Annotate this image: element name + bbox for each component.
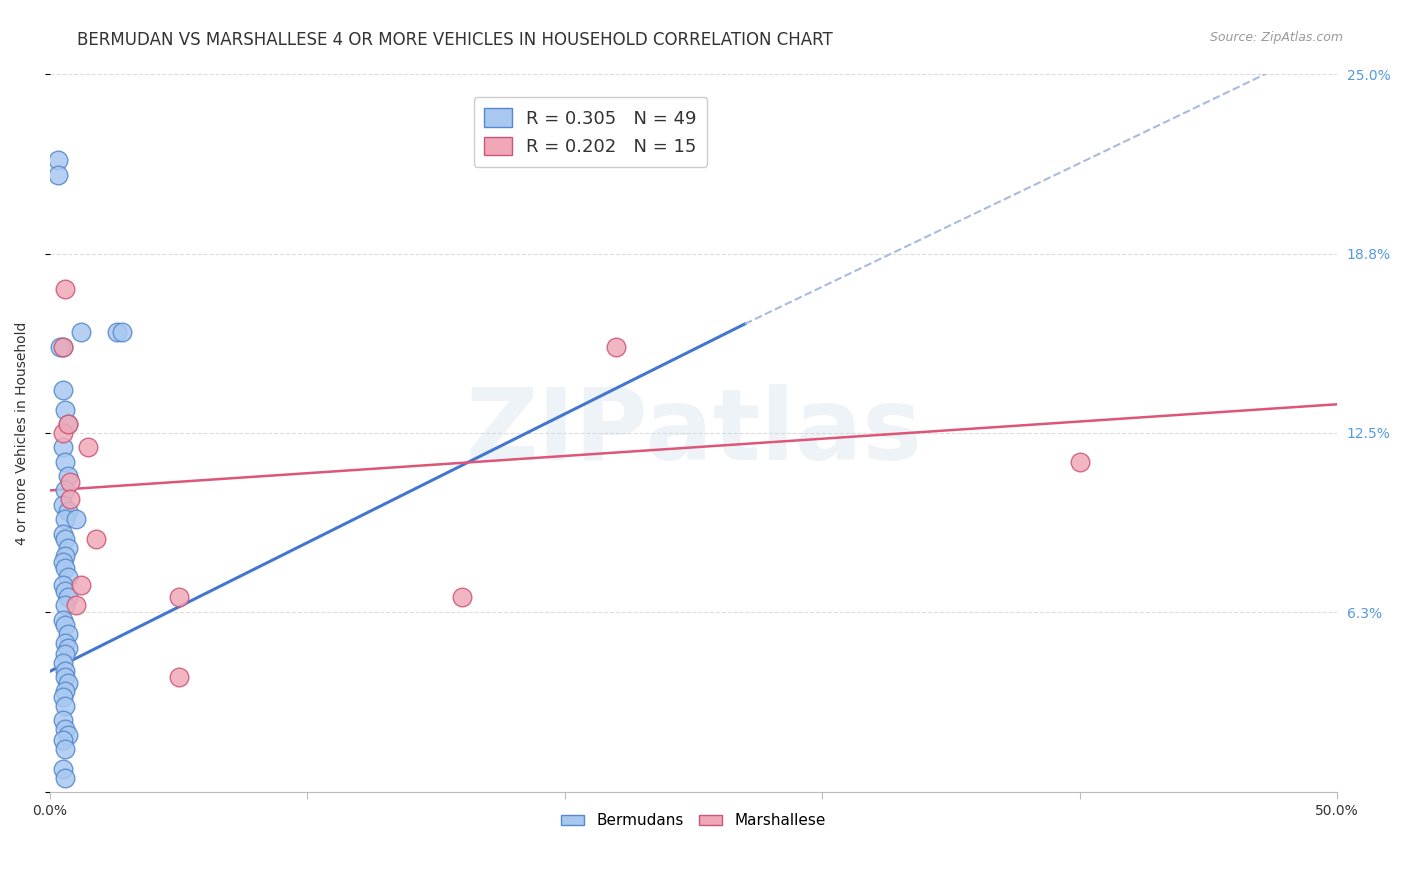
Point bbox=[605, 340, 627, 354]
Point bbox=[46, 153, 69, 168]
Point bbox=[56, 627, 79, 641]
Point bbox=[53, 722, 76, 736]
Point bbox=[77, 441, 100, 455]
Legend: Bermudans, Marshallese: Bermudans, Marshallese bbox=[555, 807, 832, 835]
Text: BERMUDAN VS MARSHALLESE 4 OR MORE VEHICLES IN HOUSEHOLD CORRELATION CHART: BERMUDAN VS MARSHALLESE 4 OR MORE VEHICL… bbox=[77, 31, 834, 49]
Point bbox=[52, 383, 75, 397]
Point bbox=[56, 541, 79, 555]
Point bbox=[105, 326, 128, 340]
Point bbox=[53, 282, 76, 296]
Point bbox=[69, 578, 91, 592]
Point bbox=[56, 727, 79, 741]
Point bbox=[53, 583, 76, 598]
Point bbox=[52, 425, 75, 440]
Point bbox=[59, 475, 82, 489]
Point bbox=[56, 676, 79, 690]
Point bbox=[53, 599, 76, 613]
Point bbox=[52, 713, 75, 727]
Point bbox=[56, 417, 79, 432]
Point bbox=[450, 590, 472, 604]
Point bbox=[46, 168, 69, 182]
Text: Source: ZipAtlas.com: Source: ZipAtlas.com bbox=[1209, 31, 1343, 45]
Point bbox=[53, 403, 76, 417]
Point bbox=[56, 469, 79, 483]
Point bbox=[52, 526, 75, 541]
Point bbox=[52, 613, 75, 627]
Text: ZIPatlas: ZIPatlas bbox=[465, 384, 922, 482]
Y-axis label: 4 or more Vehicles in Household: 4 or more Vehicles in Household bbox=[15, 321, 30, 545]
Point bbox=[56, 569, 79, 583]
Point bbox=[52, 555, 75, 569]
Point bbox=[53, 771, 76, 785]
Point bbox=[53, 698, 76, 713]
Point bbox=[56, 503, 79, 517]
Point bbox=[52, 578, 75, 592]
Point bbox=[69, 326, 91, 340]
Point bbox=[56, 641, 79, 656]
Point bbox=[52, 690, 75, 705]
Point bbox=[52, 340, 75, 354]
Point bbox=[167, 590, 190, 604]
Point bbox=[53, 665, 76, 679]
Point bbox=[84, 533, 107, 547]
Point bbox=[1069, 455, 1091, 469]
Point bbox=[53, 549, 76, 564]
Point bbox=[52, 340, 75, 354]
Point bbox=[56, 417, 79, 432]
Point bbox=[167, 670, 190, 684]
Point bbox=[53, 670, 76, 684]
Point bbox=[53, 512, 76, 526]
Point bbox=[53, 618, 76, 632]
Point bbox=[65, 512, 87, 526]
Point bbox=[49, 340, 72, 354]
Point bbox=[52, 762, 75, 776]
Point bbox=[65, 599, 87, 613]
Point bbox=[53, 455, 76, 469]
Point bbox=[111, 326, 134, 340]
Point bbox=[52, 733, 75, 747]
Point bbox=[53, 635, 76, 649]
Point bbox=[56, 590, 79, 604]
Point bbox=[53, 684, 76, 698]
Point bbox=[53, 561, 76, 575]
Point bbox=[53, 742, 76, 756]
Point bbox=[59, 491, 82, 506]
Point bbox=[52, 498, 75, 512]
Point bbox=[53, 483, 76, 498]
Point bbox=[52, 441, 75, 455]
Point bbox=[52, 656, 75, 670]
Point bbox=[53, 533, 76, 547]
Point bbox=[53, 647, 76, 661]
